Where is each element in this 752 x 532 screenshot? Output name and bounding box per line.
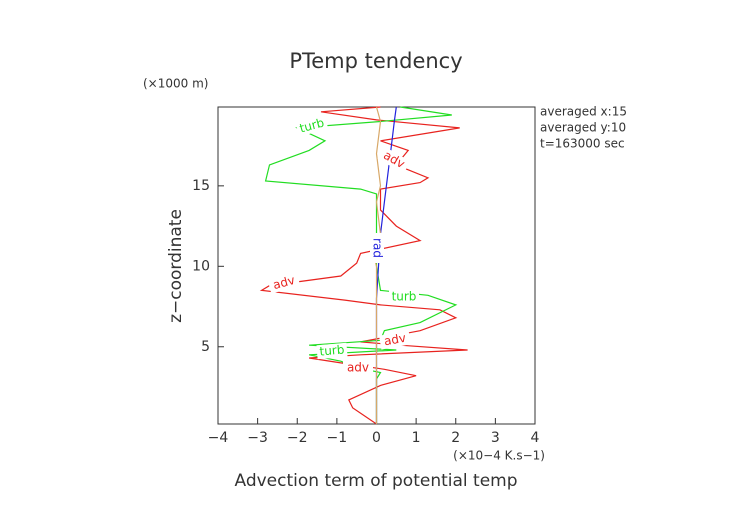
info-text: averaged x:15 (540, 105, 627, 119)
curve-label: adv (383, 331, 407, 349)
info-text: t=163000 sec (540, 137, 625, 151)
x-axis-label: Advection term of potential temp (234, 471, 517, 491)
x-tick-label: −2 (287, 430, 308, 446)
y-tick-label: 10 (192, 258, 210, 274)
profile-line (375, 106, 397, 424)
x-tick-label: −4 (208, 430, 229, 446)
y-tick-label: 15 (192, 178, 210, 194)
curve-label: adv (347, 361, 369, 375)
x-tick-label: 4 (531, 430, 540, 446)
annotation-bg (316, 342, 348, 360)
profile-line (371, 106, 382, 424)
x-tick-label: −3 (247, 430, 268, 446)
annotation-bg (370, 233, 384, 263)
x-tick-label: 1 (412, 430, 421, 446)
curve-label: adv (271, 273, 296, 292)
x-tick-label: 3 (491, 430, 500, 446)
x-tick-label: 2 (451, 430, 460, 446)
annotation-bg (379, 330, 411, 350)
annotation-bg (389, 290, 419, 304)
y-unit: (×1000 m) (143, 77, 208, 91)
annotation-bg (295, 115, 329, 137)
info-text: averaged y:10 (540, 121, 626, 135)
chart-title: PTemp tendency (289, 49, 462, 73)
profile-line (259, 106, 468, 425)
y-axis-label: z−coordinate (166, 209, 186, 323)
curve-label: turb (392, 290, 417, 304)
x-unit: (×10−4 K.s−1) (453, 449, 545, 463)
y-tick-label: 5 (201, 339, 210, 355)
curve-label: turb (298, 116, 326, 136)
profile-line (264, 106, 458, 424)
x-tick-label: −1 (327, 430, 348, 446)
annotation-bg (343, 361, 373, 375)
x-tick-label: 0 (372, 430, 381, 446)
annotation-bg (377, 146, 411, 174)
curve-label: rad (371, 238, 385, 258)
annotation-bg (267, 272, 301, 294)
curve-label: turb (319, 342, 345, 358)
